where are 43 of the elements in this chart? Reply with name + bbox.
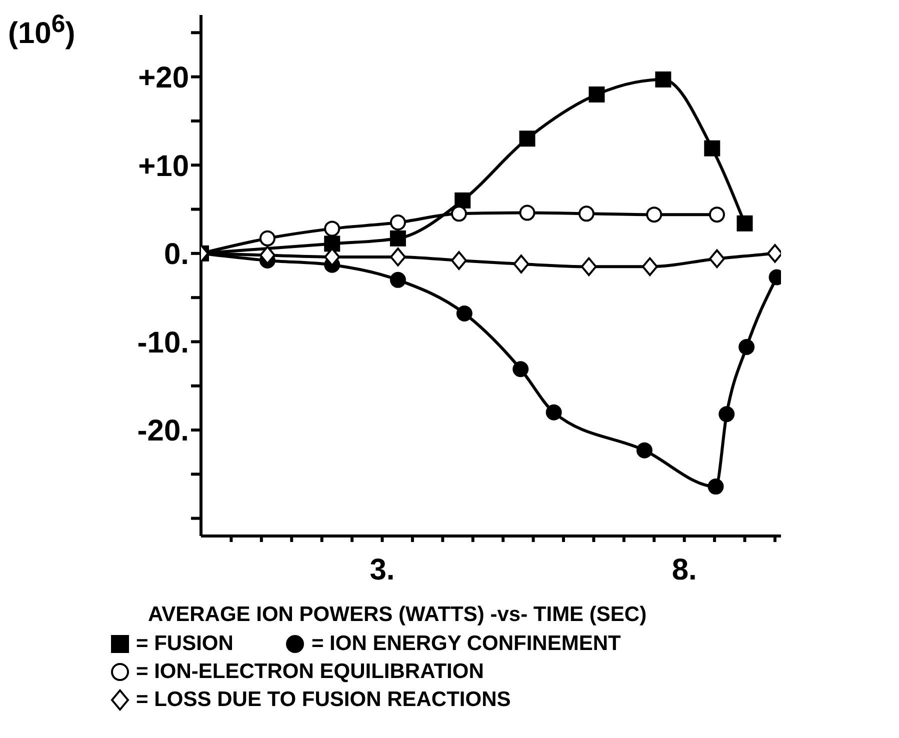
x-tick-label: 3. bbox=[370, 553, 395, 586]
legend-label: = LOSS DUE TO FUSION REACTIONS bbox=[136, 688, 511, 712]
y-axis-title: (10$^{6}$) bbox=[8, 10, 76, 50]
point bbox=[655, 71, 672, 88]
legend-label: = ION-ELECTRON EQUILIBRATION bbox=[136, 660, 484, 684]
point bbox=[642, 257, 658, 276]
y-tick-label: -10. bbox=[137, 326, 189, 360]
point bbox=[454, 192, 471, 208]
point bbox=[708, 206, 725, 223]
y-tick-label: -20. bbox=[137, 414, 189, 448]
point bbox=[390, 230, 406, 246]
point bbox=[736, 215, 753, 232]
point bbox=[578, 206, 594, 222]
point bbox=[519, 130, 536, 147]
point bbox=[708, 478, 724, 495]
point bbox=[708, 249, 725, 268]
y-tick-label: +10 bbox=[138, 150, 189, 183]
x-axis-title: AVERAGE ION POWERS (WATTS) -vs- TIME (SEC) bbox=[148, 603, 647, 627]
point bbox=[390, 248, 406, 266]
point bbox=[390, 214, 406, 231]
point bbox=[513, 254, 530, 274]
point bbox=[718, 406, 735, 422]
point bbox=[519, 204, 536, 221]
point bbox=[259, 230, 276, 246]
point bbox=[456, 305, 472, 322]
point bbox=[450, 206, 467, 222]
y-tick-label: 0. bbox=[164, 238, 189, 272]
point bbox=[324, 236, 340, 252]
point bbox=[390, 272, 406, 288]
point bbox=[646, 206, 662, 223]
point bbox=[704, 140, 720, 156]
point bbox=[636, 442, 652, 458]
point bbox=[450, 251, 467, 270]
point bbox=[324, 220, 340, 237]
point bbox=[546, 404, 562, 420]
legend-label: = ION ENERGY CONFINEMENT bbox=[311, 632, 621, 656]
point bbox=[588, 86, 605, 102]
x-tick-label: 8. bbox=[672, 553, 697, 586]
point bbox=[738, 339, 755, 356]
legend-label: = FUSION bbox=[136, 632, 234, 656]
point bbox=[512, 361, 529, 378]
point bbox=[580, 257, 597, 276]
y-tick-label: +20 bbox=[138, 61, 189, 94]
